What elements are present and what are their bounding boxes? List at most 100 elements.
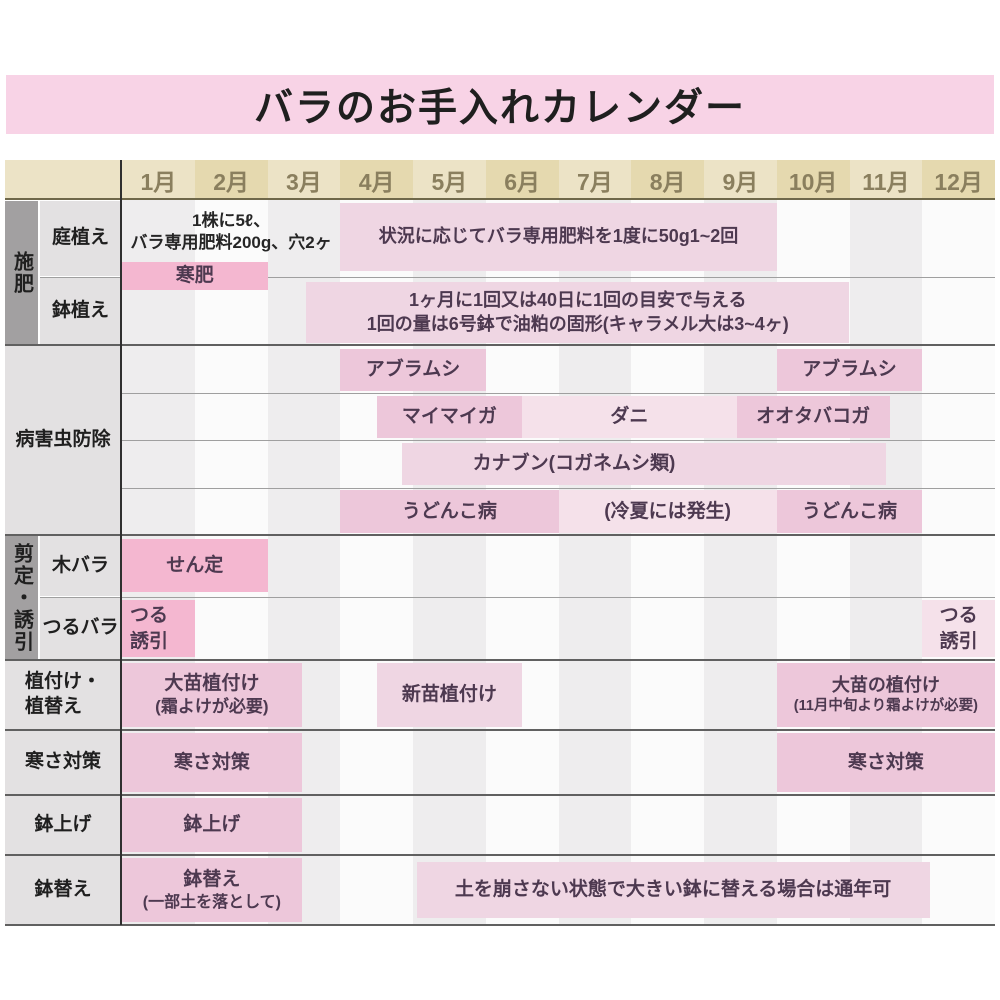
calendar-bar-label: アブラムシ	[802, 359, 897, 381]
calendar-bar: 寒肥	[122, 262, 268, 290]
row-label: 庭植え	[40, 201, 121, 276]
calendar-bar-label: ダニ	[610, 406, 649, 428]
header-corner-cell	[5, 160, 122, 200]
calendar-bar-label: カナブン(コガネムシ類)	[472, 453, 676, 475]
calendar-bar: オオタバコガ	[736, 396, 890, 438]
section-group-label: 剪定・誘引	[5, 536, 38, 659]
section-divider-line	[5, 854, 995, 856]
calendar-bar-label: 大苗の植付け	[831, 674, 940, 695]
calendar-bar: 鉢替え (一部土を落として)	[122, 858, 302, 922]
calendar-bar-label: つる	[939, 605, 978, 627]
calendar-bar-label: つる	[130, 605, 169, 627]
calendar-bar: うどんこ病	[340, 490, 559, 533]
calendar-bar-label: (11月中旬より霜よけが必要)	[793, 698, 978, 715]
month-header-cell: 10月	[776, 160, 850, 200]
row-label: 寒さ対策	[5, 731, 121, 794]
calendar-bar-label: (霜よけが必要)	[155, 697, 269, 717]
calendar-bar-label: 土を崩さない状態で大きい鉢に替える場合は通年可	[454, 879, 892, 901]
calendar-bar: 寒さ対策	[776, 733, 995, 792]
month-header-cell: 9月	[704, 160, 777, 200]
calendar-bar-label: 1回の量は6号鉢で油粕の固形(キャラメル大は3~4ヶ)	[366, 313, 789, 334]
calendar-bar-label: 鉢上げ	[183, 814, 241, 836]
row-label-text: 鉢上げ	[34, 813, 92, 835]
section-divider-line	[5, 659, 995, 661]
calendar-bar-label: 状況に応じてバラ専用肥料を1度に50g1~2回	[378, 226, 739, 247]
row-label-text: 寒さ対策	[24, 751, 101, 773]
calendar-bar: 大苗の植付け (11月中旬より霜よけが必要)	[776, 663, 995, 727]
calendar-bar: 1ヶ月に1回又は40日に1回の目安で与える 1回の量は6号鉢で油粕の固形(キャラメ…	[306, 282, 850, 343]
calendar-bar-label: 1株に5ℓ、	[192, 210, 271, 230]
calendar-bar-label: 新苗植付け	[401, 684, 497, 706]
calendar-bar-label: 誘引	[939, 630, 978, 652]
calendar-bar: 寒さ対策	[122, 733, 302, 792]
month-header-cell: 4月	[340, 160, 413, 200]
calendar-bar: アブラムシ	[776, 349, 923, 391]
calendar-bar: つる 誘引	[922, 600, 995, 657]
calendar-bar-label: 大苗植付け	[164, 673, 260, 695]
calendar-bar-label: 誘引	[130, 630, 169, 652]
row-label-text: 鉢替え	[34, 878, 92, 900]
section-divider-line	[5, 794, 995, 796]
month-header-cell: 1月	[122, 160, 195, 200]
calendar-bar-label: 寒さ対策	[173, 751, 250, 773]
calendar-bar-label: せん定	[166, 554, 224, 576]
calendar-bar: 新苗植付け	[376, 663, 523, 727]
month-header-cell: 5月	[413, 160, 486, 200]
row-label: 木バラ	[40, 536, 121, 596]
section-divider-line	[5, 534, 995, 536]
calendar-bar-label: (冷夏には発生)	[604, 500, 731, 522]
month-header-cell: 3月	[267, 160, 341, 200]
row-label: 鉢上げ	[5, 796, 121, 854]
divider-line	[122, 487, 995, 489]
row-label: 鉢植え	[40, 278, 121, 344]
calendar-bar: カナブン(コガネムシ類)	[402, 443, 886, 485]
calendar-bar: つる 誘引	[122, 600, 195, 657]
page-title-banner: バラのお手入れカレンダー	[6, 75, 994, 134]
header-divider-line	[5, 198, 995, 200]
calendar-bar: 大苗植付け (霜よけが必要)	[122, 663, 302, 727]
month-header-cell: 8月	[631, 160, 704, 200]
calendar-bar: アブラムシ	[340, 349, 486, 391]
month-header-cell: 2月	[194, 160, 268, 200]
section-divider-line	[5, 729, 995, 731]
calendar-bar: せん定	[122, 539, 268, 592]
page-title: バラのお手入れカレンダー	[253, 86, 746, 130]
divider-line	[122, 392, 995, 394]
calendar-bar-label: (一部土を落として)	[142, 893, 281, 911]
divider-line	[40, 277, 995, 278]
calendar-bar-label: 鉢替え	[183, 868, 241, 890]
calendar-bar: マイマイガ	[376, 396, 523, 438]
calendar-bar-label: 寒さ対策	[847, 751, 924, 773]
row-label-text: 植付け・ 植替え	[24, 671, 101, 717]
row-label: 鉢替え	[5, 856, 121, 924]
calendar-table: 1月 2月 3月 4月 5月 6月 7月 8月 9月 10月 11月 12月 施肥 庭植え 鉢植え 病害虫防除…	[5, 160, 995, 926]
month-header-cell: 12月	[922, 160, 995, 200]
row-label-text: 病害虫防除	[15, 428, 111, 450]
month-column	[849, 200, 923, 925]
month-header-cell: 11月	[849, 160, 923, 200]
calendar-bar: 鉢上げ	[122, 798, 302, 852]
calendar-bar: 状況に応じてバラ専用肥料を1度に50g1~2回	[340, 203, 777, 271]
divider-line	[122, 440, 995, 441]
axis-line	[120, 160, 122, 925]
calendar-bar-label: 寒肥	[175, 265, 214, 287]
calendar-bar-label: うどんこ病	[401, 500, 497, 522]
section-group-label: 施肥	[5, 201, 38, 344]
section-divider-line	[5, 344, 995, 346]
row-label: つるバラ	[40, 598, 121, 659]
calendar-bar-label: 1ヶ月に1回又は40日に1回の目安で与える	[409, 289, 747, 310]
row-label: 植付け・ 植替え	[5, 661, 121, 729]
calendar-bar: 1株に5ℓ、 バラ専用肥料200g、穴2ヶ	[122, 204, 340, 260]
divider-line	[40, 597, 995, 598]
calendar-bar-label: うどんこ病	[801, 500, 897, 522]
calendar-bar-label: アブラムシ	[365, 359, 461, 381]
calendar-bar-label: オオタバコガ	[756, 406, 871, 428]
month-header-cell: 6月	[485, 160, 559, 200]
month-column	[922, 200, 995, 925]
calendar-bar: ダニ	[522, 396, 737, 438]
calendar-bar: (冷夏には発生)	[558, 490, 777, 533]
calendar-bar: 土を崩さない状態で大きい鉢に替える場合は通年可	[416, 862, 930, 918]
section-divider-line	[5, 924, 995, 926]
calendar-bar: うどんこ病	[776, 490, 923, 533]
